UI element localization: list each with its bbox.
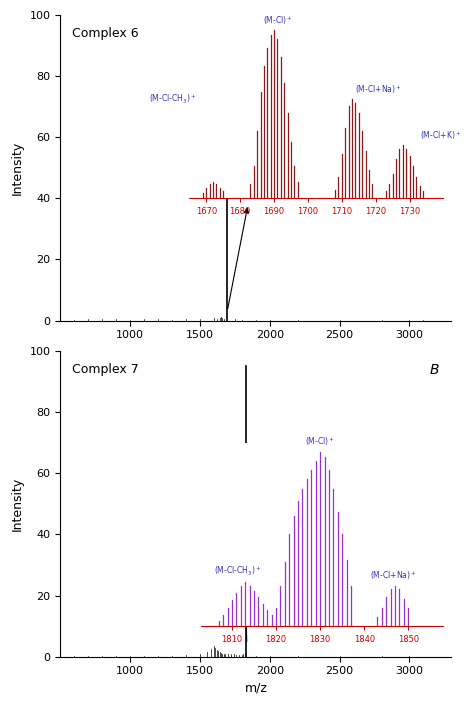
Y-axis label: Intensity: Intensity (11, 140, 24, 195)
Text: A: A (430, 28, 439, 42)
Y-axis label: Intensity: Intensity (11, 477, 24, 531)
X-axis label: m/z: m/z (245, 682, 267, 695)
Text: Complex 7: Complex 7 (72, 364, 139, 376)
Text: Complex 6: Complex 6 (72, 28, 139, 40)
Text: B: B (430, 364, 439, 378)
